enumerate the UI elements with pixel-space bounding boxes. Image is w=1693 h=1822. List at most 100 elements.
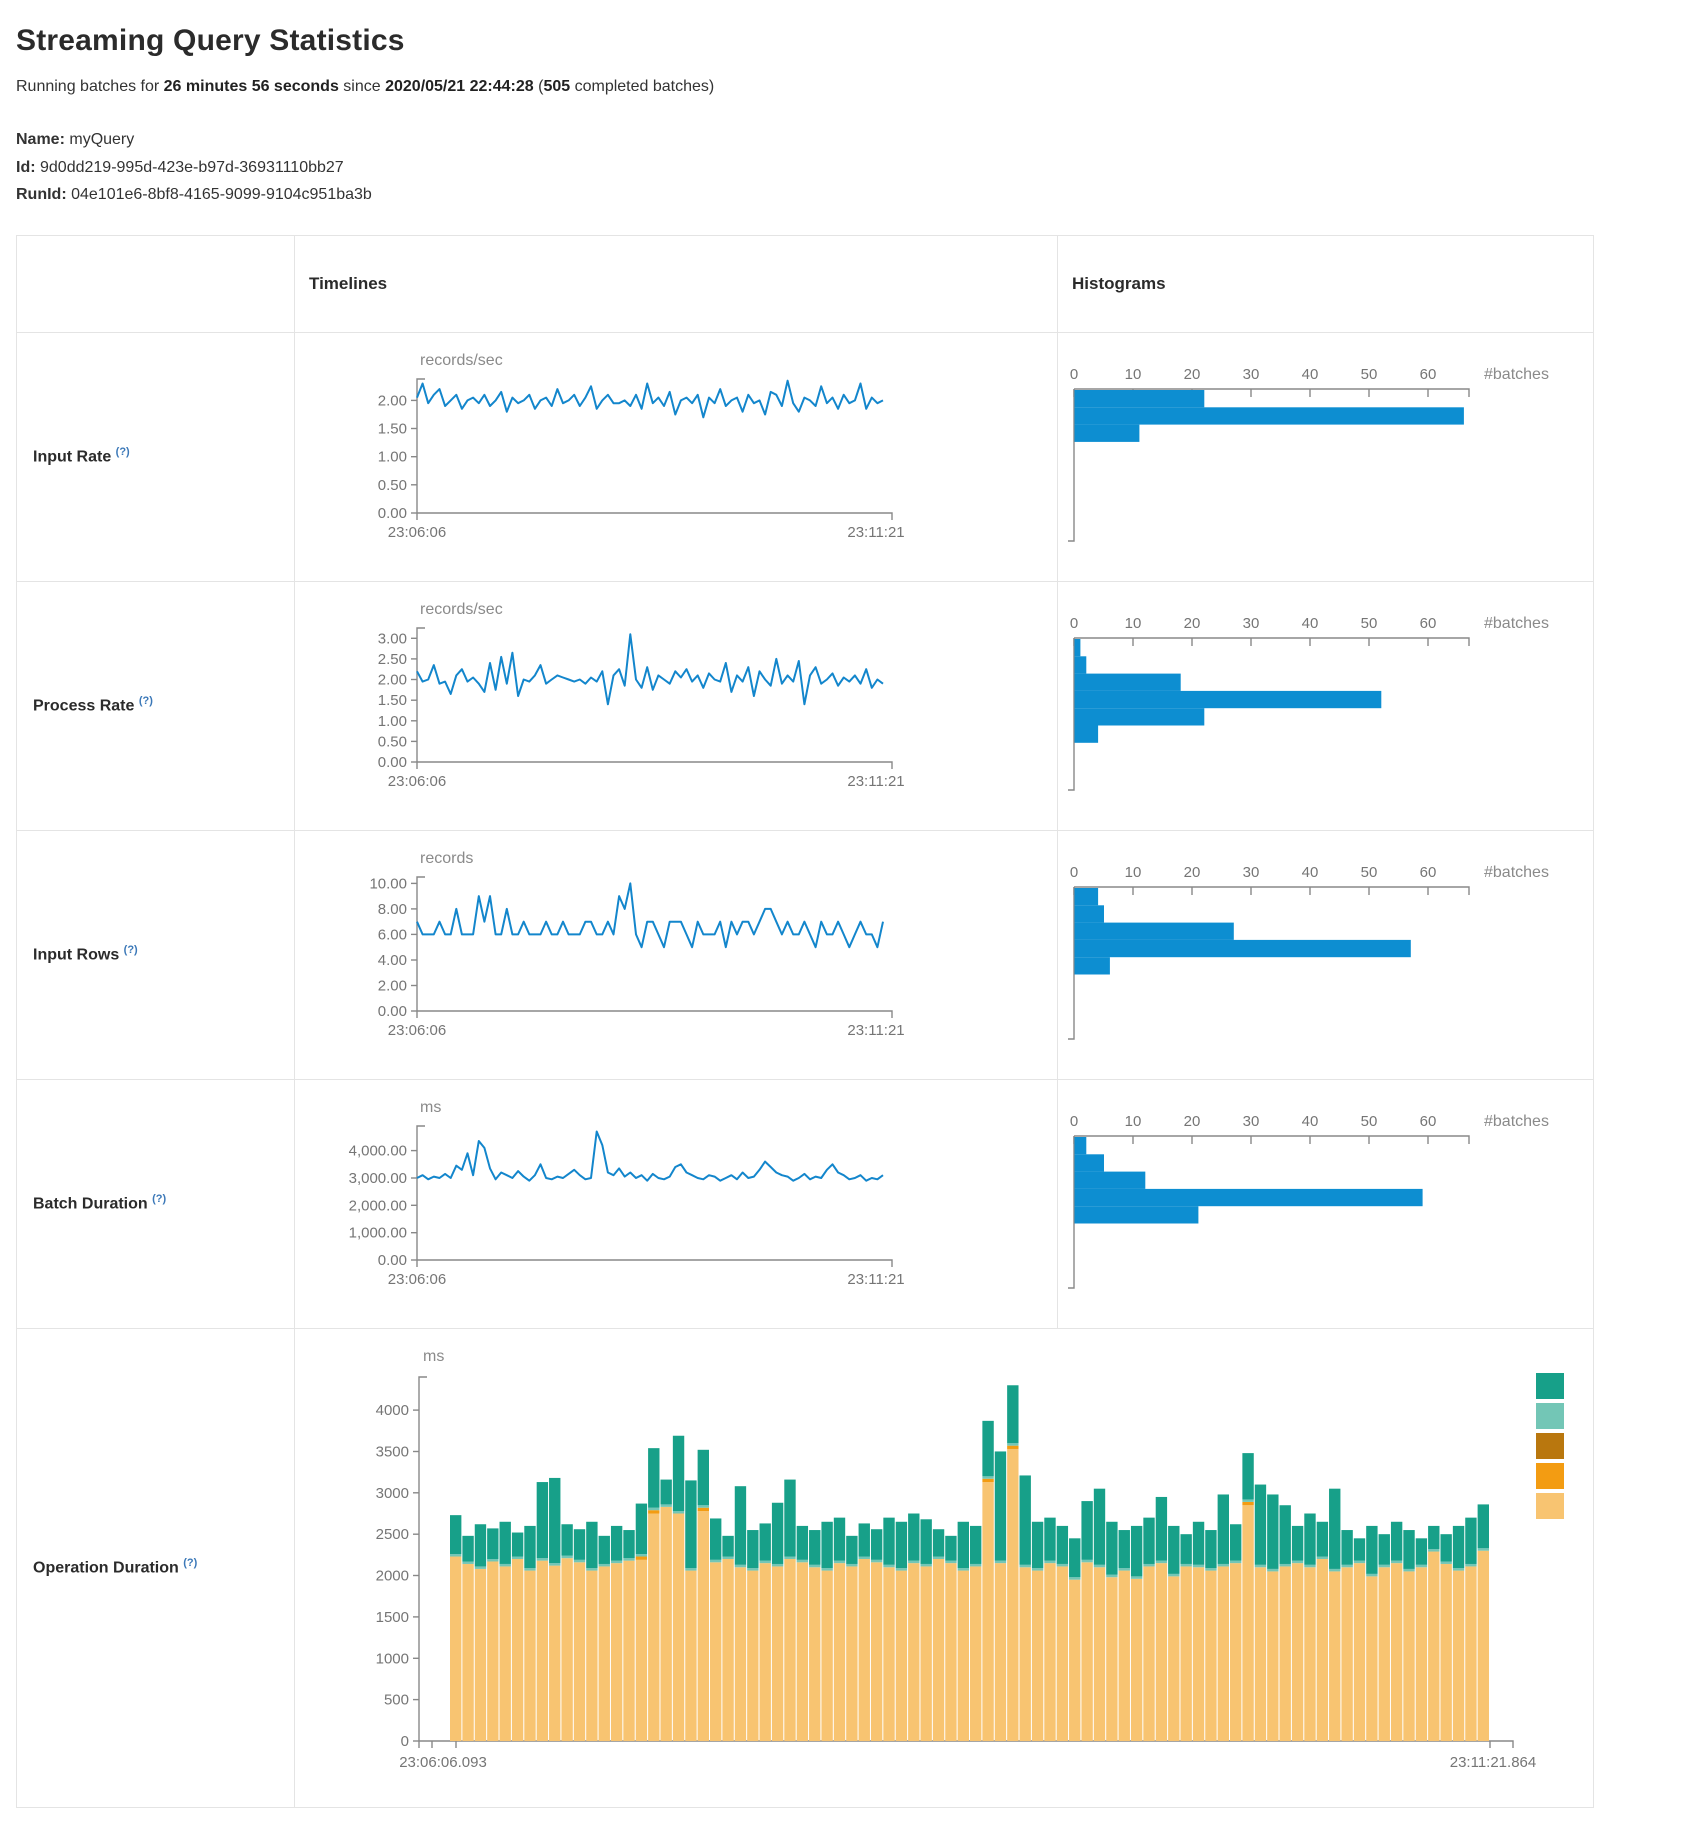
table-row: Batch Duration (?) ms 0.00 1,000.00 2,000.0… bbox=[16, 1078, 1594, 1329]
svg-text:0.50: 0.50 bbox=[378, 476, 407, 493]
query-id-value: 9d0dd219-995d-423e-b97d-36931110bb27 bbox=[40, 158, 344, 176]
svg-text:20: 20 bbox=[1184, 1113, 1201, 1130]
svg-text:10.00: 10.00 bbox=[369, 875, 407, 892]
svg-text:6.00: 6.00 bbox=[378, 926, 407, 943]
batch-duration-help-icon[interactable]: (?) bbox=[152, 1193, 167, 1206]
svg-text:records: records bbox=[420, 850, 473, 867]
query-name-label: Name: bbox=[16, 131, 65, 148]
svg-text:1.00: 1.00 bbox=[378, 448, 407, 465]
query-name-line: Name: myQuery bbox=[16, 126, 1677, 154]
svg-text:4,000.00: 4,000.00 bbox=[349, 1142, 407, 1159]
process-rate-help-icon[interactable]: (?) bbox=[138, 695, 153, 708]
svg-text:23:06:06: 23:06:06 bbox=[388, 524, 446, 541]
table-row: Input Rate (?) records/sec 0.00 0.50 1.00 1.… bbox=[16, 331, 1594, 582]
query-runid-line: RunId: 04e101e6-8bf8-4165-9099-9104c951b… bbox=[16, 181, 1677, 209]
svg-text:2500: 2500 bbox=[376, 1526, 409, 1543]
batch-duration-label: Batch Duration (?) bbox=[16, 1078, 295, 1329]
svg-text:30: 30 bbox=[1243, 366, 1260, 383]
svg-text:2.00: 2.00 bbox=[378, 977, 407, 994]
process-rate-label: Process Rate (?) bbox=[16, 580, 295, 831]
svg-text:#batches: #batches bbox=[1484, 864, 1549, 881]
svg-text:40: 40 bbox=[1302, 615, 1319, 632]
operation-duration-label: Operation Duration (?) bbox=[16, 1327, 295, 1808]
svg-text:23:11:21.864: 23:11:21.864 bbox=[1450, 1754, 1536, 1771]
input-rows-label: Input Rows (?) bbox=[16, 829, 295, 1080]
svg-text:0.00: 0.00 bbox=[378, 1252, 407, 1269]
table-header-row: Timelines Histograms bbox=[16, 234, 1594, 333]
batch-duration-histogram-chart: 0 10 20 30 40 50 60 #batches bbox=[1066, 1088, 1593, 1322]
svg-text:1.50: 1.50 bbox=[378, 692, 407, 709]
svg-text:20: 20 bbox=[1184, 864, 1201, 881]
svg-text:50: 50 bbox=[1361, 366, 1378, 383]
svg-text:2,000.00: 2,000.00 bbox=[349, 1197, 407, 1214]
svg-text:50: 50 bbox=[1361, 1113, 1378, 1130]
svg-text:#batches: #batches bbox=[1484, 615, 1549, 632]
query-id-line: Id: 9d0dd219-995d-423e-b97d-36931110bb27 bbox=[16, 154, 1677, 182]
svg-text:20: 20 bbox=[1184, 615, 1201, 632]
svg-text:#batches: #batches bbox=[1484, 1113, 1549, 1130]
svg-text:3,000.00: 3,000.00 bbox=[349, 1170, 407, 1187]
table-row: Process Rate (?) records/sec 0.00 0.50 1.00… bbox=[16, 580, 1594, 831]
svg-text:0: 0 bbox=[1070, 615, 1078, 632]
svg-text:60: 60 bbox=[1420, 864, 1437, 881]
operation-duration-stacked-chart: ms 0 500 1000 1500 2000 2500 3000 3500 4000 23:06:… bbox=[303, 1337, 1593, 1801]
svg-text:23:06:06.093: 23:06:06.093 bbox=[399, 1754, 487, 1771]
svg-text:50: 50 bbox=[1361, 864, 1378, 881]
svg-text:10: 10 bbox=[1125, 366, 1142, 383]
operation-duration-help-icon[interactable]: (?) bbox=[183, 1557, 198, 1570]
empty-header-cell bbox=[16, 234, 295, 333]
process-rate-histogram-chart: 0 10 20 30 40 50 60 #batches bbox=[1066, 590, 1593, 824]
svg-text:1000: 1000 bbox=[376, 1650, 409, 1667]
input-rows-help-icon[interactable]: (?) bbox=[123, 944, 138, 957]
input-rows-histogram-chart: 0 10 20 30 40 50 60 #batches bbox=[1066, 839, 1593, 1073]
svg-text:0.00: 0.00 bbox=[378, 754, 407, 771]
svg-text:30: 30 bbox=[1243, 1113, 1260, 1130]
summary-text: ( bbox=[533, 78, 544, 95]
svg-text:23:11:21: 23:11:21 bbox=[847, 1022, 904, 1039]
query-id-label: Id: bbox=[16, 158, 36, 176]
svg-text:0.50: 0.50 bbox=[378, 733, 407, 750]
svg-text:ms: ms bbox=[423, 1348, 444, 1365]
query-runid-label: RunId: bbox=[16, 186, 67, 204]
batch-duration-timeline-chart: ms 0.00 1,000.00 2,000.00 3,000.00 4,000.00 23… bbox=[303, 1088, 1057, 1322]
svg-text:500: 500 bbox=[384, 1691, 409, 1708]
input-rate-histogram-chart: 0 10 20 30 40 50 60 #batches bbox=[1066, 341, 1593, 575]
svg-text:10: 10 bbox=[1125, 615, 1142, 632]
svg-text:0: 0 bbox=[1070, 366, 1078, 383]
svg-text:50: 50 bbox=[1361, 615, 1378, 632]
start-timestamp: 2020/05/21 22:44:28 bbox=[385, 78, 534, 95]
svg-text:23:11:21: 23:11:21 bbox=[847, 773, 904, 790]
running-batches-summary: Running batches for 26 minutes 56 second… bbox=[16, 78, 1677, 96]
streaming-query-statistics-page: Streaming Query Statistics Running batch… bbox=[16, 24, 1677, 1808]
svg-text:4000: 4000 bbox=[376, 1402, 409, 1419]
svg-text:8.00: 8.00 bbox=[378, 900, 407, 917]
svg-text:1500: 1500 bbox=[376, 1608, 409, 1625]
svg-text:23:06:06: 23:06:06 bbox=[388, 773, 446, 790]
timelines-column-header: Timelines bbox=[294, 234, 1058, 333]
svg-text:records/sec: records/sec bbox=[420, 601, 503, 618]
svg-text:40: 40 bbox=[1302, 864, 1319, 881]
svg-text:1,000.00: 1,000.00 bbox=[349, 1224, 407, 1241]
svg-text:2.00: 2.00 bbox=[378, 671, 407, 688]
svg-text:0: 0 bbox=[401, 1733, 409, 1750]
input-rate-timeline-chart: records/sec 0.00 0.50 1.00 1.50 2.00 23:06:06 2… bbox=[303, 341, 1057, 575]
svg-text:0: 0 bbox=[1070, 1113, 1078, 1130]
svg-text:20: 20 bbox=[1184, 366, 1201, 383]
svg-text:2000: 2000 bbox=[376, 1567, 409, 1584]
svg-text:3000: 3000 bbox=[376, 1484, 409, 1501]
svg-text:0: 0 bbox=[1070, 864, 1078, 881]
input-rate-help-icon[interactable]: (?) bbox=[115, 446, 130, 459]
svg-text:1.50: 1.50 bbox=[378, 420, 407, 437]
process-rate-timeline-chart: records/sec 0.00 0.50 1.00 1.50 2.00 2.50 3.00 2… bbox=[303, 590, 1057, 824]
svg-text:2.50: 2.50 bbox=[378, 650, 407, 667]
svg-text:3500: 3500 bbox=[376, 1443, 409, 1460]
svg-text:30: 30 bbox=[1243, 864, 1260, 881]
svg-text:ms: ms bbox=[420, 1099, 441, 1116]
svg-text:40: 40 bbox=[1302, 1113, 1319, 1130]
input-rows-timeline-chart: records 0.00 2.00 4.00 6.00 8.00 10.00 23:06:06… bbox=[303, 839, 1057, 1073]
svg-text:23:11:21: 23:11:21 bbox=[847, 524, 904, 541]
svg-text:60: 60 bbox=[1420, 366, 1437, 383]
svg-text:40: 40 bbox=[1302, 366, 1319, 383]
svg-text:10: 10 bbox=[1125, 864, 1142, 881]
summary-text: Running batches for bbox=[16, 78, 164, 95]
